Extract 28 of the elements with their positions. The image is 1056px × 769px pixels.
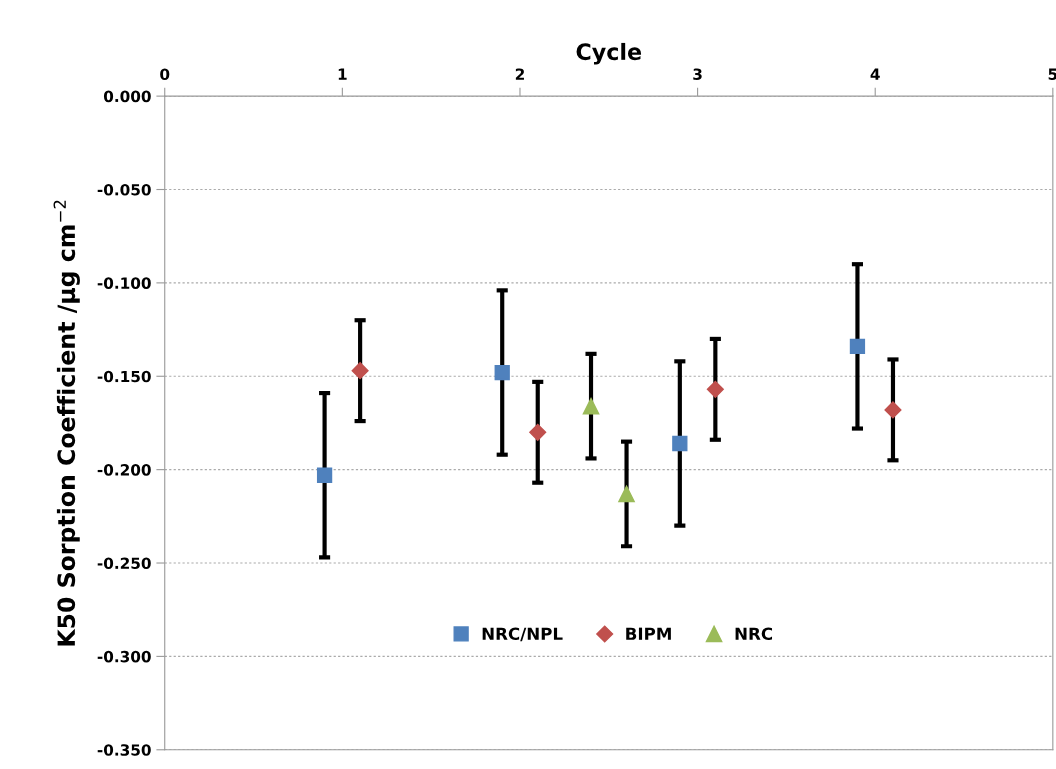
point — [316, 467, 333, 483]
legend-label: NRC — [735, 627, 773, 641]
point — [494, 364, 510, 381]
point — [529, 423, 547, 441]
x-tick-label: 1 — [338, 68, 347, 80]
legend-label: BIPM — [626, 627, 671, 640]
y-axis-title: K50 Sorption Coefficient /µg cm$^{−2}$ — [53, 200, 80, 646]
x-tick-label: 0 — [160, 68, 170, 80]
point — [884, 401, 902, 419]
y-tick-label: -0.150 — [97, 370, 151, 383]
point — [849, 338, 866, 355]
y-tick-label: -0.300 — [97, 650, 151, 663]
y-tick-label: 0.000 — [103, 90, 151, 103]
legend-label: NRC/NPL — [482, 627, 563, 642]
x-tick-label: 3 — [693, 68, 702, 80]
y-tick-label: -0.250 — [97, 557, 151, 570]
x-axis-title: Cycle — [576, 42, 642, 65]
point — [582, 397, 600, 415]
point — [618, 485, 635, 503]
y-tick-label: -0.350 — [97, 744, 151, 756]
point — [706, 380, 724, 398]
y-tick-label: -0.100 — [97, 277, 151, 289]
point — [672, 435, 688, 452]
point — [351, 362, 369, 380]
y-tick-label: -0.050 — [97, 183, 151, 196]
y-tick-label: -0.200 — [97, 464, 151, 476]
x-tick-label: 4 — [870, 68, 880, 80]
x-tick-label: 2 — [515, 68, 524, 80]
